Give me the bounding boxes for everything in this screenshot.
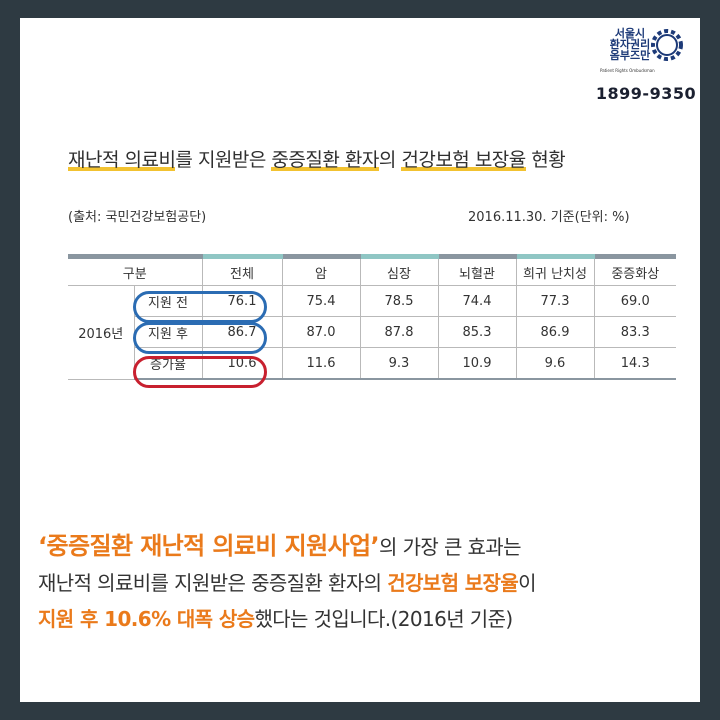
table-header-row: 구분 전체 암 심장 뇌혈관 희귀 난치성 중증화상 [68,254,676,286]
table-cell: 75.4 [282,285,361,317]
title-part-4: 의 [378,149,402,171]
title-part-1: 재난적 의료비 [68,149,176,171]
table-cell: 10.6 [202,347,283,380]
table-row: 증가율 10.6 11.6 9.3 10.9 9.6 14.3 [68,347,676,380]
message-line-2-b: 건강보험 보장율 [387,571,519,595]
message-line-3: 지원 후 10.6% 대폭 상승했다는 것입니다.(2016년 기준) [38,601,688,637]
message-quote: ‘중증질환 재난적 의료비 지원사업’ [38,532,380,560]
row-label: 지원 후 [134,316,203,348]
summary-message: ‘중증질환 재난적 의료비 지원사업’의 가장 큰 효과는 재난적 의료비를 지… [38,528,688,637]
table-cell: 14.3 [594,347,676,380]
table-cell: 86.7 [202,316,283,348]
table-cell: 78.5 [360,285,439,317]
ombudsman-logo: 서울시 환자권리 옴부즈만 Patient Rights Ombudsman 1… [590,18,700,110]
table-cell: 9.3 [360,347,439,380]
message-line-1-rest: 의 가장 큰 효과는 [379,535,521,559]
table-cell: 9.6 [516,347,595,380]
table-cell: 77.3 [516,285,595,317]
title-highlight-3: 건강보험 보장율 [401,145,526,172]
basis-note: 2016.11.30. 기준(단위: %) [468,210,630,225]
title-part-2: 를 지원받은 [175,149,272,171]
row-label: 지원 전 [134,285,203,317]
phone-number: 1899-9350 [595,84,697,103]
row-label: 증가율 [134,347,203,380]
table-cell: 76.1 [202,285,283,317]
logo-line-1: 서울시 [614,27,646,40]
logo-name: 서울시 환자권리 옴부즈만 [598,28,662,61]
header-total: 전체 [202,254,283,286]
title-highlight-2: 중증질환 환자 [271,145,379,172]
logo-line-3: 옴부즈만 [609,49,651,62]
message-line-2-a: 재난적 의료비를 지원받은 중증질환 환자의 [38,571,388,595]
title-highlight-1: 재난적 의료비 [68,145,176,172]
page-title: 재난적 의료비를 지원받은 중증질환 환자의 건강보험 보장율 현황 [68,145,668,172]
table-cell: 85.3 [438,316,517,348]
infographic-card: 서울시 환자권리 옴부즈만 Patient Rights Ombudsman 1… [20,18,700,702]
title-part-5: 건강보험 보장율 [401,149,526,171]
gear-icon [651,29,683,61]
header-category: 구분 [68,254,203,286]
header-burn: 중증화상 [594,254,676,286]
logo-subtitle: Patient Rights Ombudsman [600,68,655,73]
header-cancer: 암 [282,254,361,286]
year-cell: 2016년 [68,285,135,380]
table-cell: 69.0 [594,285,676,317]
header-cerebro: 뇌혈관 [438,254,517,286]
message-line-2: 재난적 의료비를 지원받은 중증질환 환자의 건강보험 보장율이 [38,565,688,601]
message-line-3-b: 했다는 것입니다.(2016년 기준) [254,607,513,631]
message-line-2-c: 이 [518,571,536,595]
header-rare: 희귀 난치성 [516,254,595,286]
table-cell: 74.4 [438,285,517,317]
table-cell: 83.3 [594,316,676,348]
table-cell: 11.6 [282,347,361,380]
title-part-3: 중증질환 환자 [271,149,379,171]
logo-line-2: 환자권리 [609,38,651,51]
coverage-table: 구분 전체 암 심장 뇌혈관 희귀 난치성 중증화상 2016년 지원 전 76… [68,254,676,380]
table-row: 2016년 지원 전 76.1 75.4 78.5 74.4 77.3 69.0 [68,285,676,380]
table-cell: 87.0 [282,316,361,348]
title-part-6: 현황 [525,149,566,171]
table-cell: 10.9 [438,347,517,380]
message-line-3-a: 지원 후 10.6% 대폭 상승 [38,607,255,631]
source-note: (출처: 국민건강보험공단) [68,210,207,225]
table-cell: 87.8 [360,316,439,348]
message-line-1: ‘중증질환 재난적 의료비 지원사업’의 가장 큰 효과는 [38,528,688,565]
table-cell: 86.9 [516,316,595,348]
table-row: 지원 후 86.7 87.0 87.8 85.3 86.9 83.3 [68,316,676,348]
header-heart: 심장 [360,254,439,286]
